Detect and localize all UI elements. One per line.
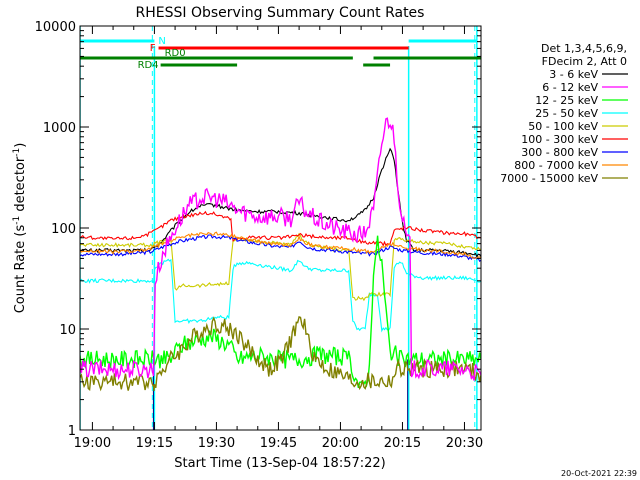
y-tick-label: 1000 xyxy=(43,121,76,136)
legend-label: 100 - 300 keV xyxy=(521,133,598,146)
x-tick-label: 19:45 xyxy=(260,436,297,451)
y-tick-label: 1 xyxy=(68,424,76,439)
x-tick-label: 19:30 xyxy=(198,436,235,451)
x-tick-label: 20:30 xyxy=(446,436,483,451)
y-axis-label: Count Rate (s-1 detector-1) xyxy=(12,143,28,314)
series-line-100-300-kev xyxy=(80,210,481,247)
legend-label: 800 - 7000 keV xyxy=(514,159,598,172)
plot-frame xyxy=(79,25,482,431)
chart-title: RHESSI Observing Summary Count Rates xyxy=(136,5,425,21)
legend-label: 12 - 25 keV xyxy=(535,94,598,107)
x-tick-label: 19:00 xyxy=(74,436,111,451)
x-tick-label: 20:15 xyxy=(384,436,421,451)
series-line-800-7000-kev xyxy=(80,231,481,260)
x-tick-label: 20:00 xyxy=(322,436,359,451)
status-bar-label-rd4: RD4 xyxy=(138,60,159,71)
status-bar-label-rd0: RD0 xyxy=(165,48,186,59)
y-axis: 1 10 100 1000 10000 xyxy=(35,20,481,439)
series-line-12-25-kev xyxy=(80,235,481,389)
x-tick-label: 19:15 xyxy=(136,436,173,451)
legend-label: 3 - 6 keV xyxy=(549,68,598,81)
series-line-25-50-kev xyxy=(80,258,481,333)
legend: Det 1,3,4,5,6,9, FDecim 2, Att 0 3 - 6 k… xyxy=(500,42,628,185)
legend-label: 300 - 800 keV xyxy=(521,146,598,159)
legend-label: 7000 - 15000 keV xyxy=(500,172,598,185)
legend-header-2: FDecim 2, Att 0 xyxy=(542,55,627,68)
legend-header-1: Det 1,3,4,5,6,9, xyxy=(541,42,627,55)
footer-timestamp: 20-Oct-2021 22:39 xyxy=(561,469,637,478)
status-bar-label-n: N xyxy=(158,36,165,47)
y-tick-label: 10 xyxy=(59,323,76,338)
series-line-50-100-kev xyxy=(80,232,481,302)
overlay-layer xyxy=(80,26,478,430)
y-tick-label: 100 xyxy=(51,222,76,237)
legend-label: 25 - 50 keV xyxy=(535,107,598,120)
legend-label: 50 - 100 keV xyxy=(528,120,598,133)
x-axis: 19:00 19:15 19:30 19:45 20:00 20:15 20:30 xyxy=(74,26,483,451)
series-layer xyxy=(80,117,481,392)
legend-label: 6 - 12 keV xyxy=(542,81,598,94)
status-bar-label-f: F xyxy=(150,43,156,54)
x-axis-label: Start Time (13-Sep-04 18:57:22) xyxy=(174,456,385,471)
bar-layer: NF RD0 RD4 xyxy=(80,36,481,71)
y-tick-label: 10000 xyxy=(35,20,76,35)
series-line-3-6-kev xyxy=(80,147,481,258)
series-line-300-800-kev xyxy=(80,234,481,263)
series-line-6-12-kev xyxy=(80,117,481,381)
